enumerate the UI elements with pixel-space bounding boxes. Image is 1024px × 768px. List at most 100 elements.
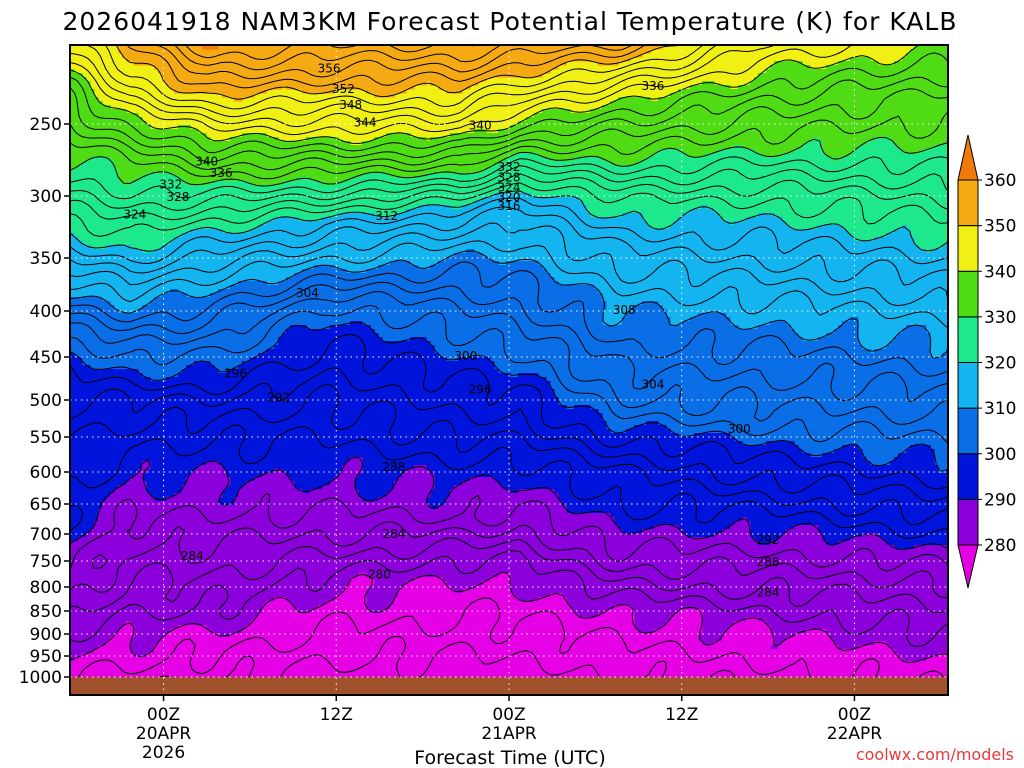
colorbar-label: 320: [984, 354, 1016, 374]
temperature-band: [70, 193, 948, 358]
isotherm-294: [70, 383, 948, 526]
contour-label: 292: [267, 390, 290, 404]
isotherm-350: [115, 45, 682, 100]
isotherm-324: [70, 173, 948, 221]
colorbar-segment: [957, 179, 979, 227]
contour-label: 348: [339, 98, 362, 112]
colorbar-label: 340: [984, 262, 1016, 282]
y-tick-label: 300: [30, 187, 62, 207]
contour-label: 340: [195, 154, 218, 168]
isotherm-352: [126, 45, 646, 89]
isotherm-306: [70, 281, 948, 403]
gridlines: [70, 45, 948, 695]
colorbar-segment: [957, 362, 979, 409]
isotherm-284: [70, 537, 948, 613]
isotherm-334: [70, 88, 948, 171]
y-tick-label: 900: [30, 625, 62, 645]
x-axis-label: Forecast Time (UTC): [414, 747, 605, 768]
y-tick-label: 450: [30, 348, 62, 368]
y-tick-label: 800: [30, 578, 62, 598]
y-tick-label: 850: [30, 602, 62, 622]
isotherm-302: [70, 304, 948, 444]
isotherm-278: [75, 597, 946, 682]
contour-label: 308: [613, 303, 636, 317]
isotherm-320: [70, 190, 948, 252]
contour-label: 316: [498, 199, 521, 213]
ground-band: [70, 677, 948, 695]
colorbar-high-arrow: [957, 134, 979, 181]
temperature-band: [70, 137, 948, 254]
isotherm-310: [70, 250, 948, 359]
footer-credit: coolwx.com/models: [856, 745, 1014, 764]
colorbar-segment: [957, 498, 979, 546]
contour-label: 324: [498, 180, 521, 194]
isotherm-282: [70, 550, 948, 648]
x-tick-label: 21APR: [481, 724, 537, 744]
isotherm-286: [70, 521, 948, 598]
contour-label: 352: [332, 82, 355, 96]
contour-label: 336: [210, 166, 233, 180]
colorbar-segment: [957, 270, 979, 318]
contour-label: 356: [318, 62, 341, 76]
colorbar-label: 310: [984, 399, 1016, 419]
colorbar-low-arrow: [957, 544, 979, 589]
y-tick-label: 550: [30, 428, 62, 448]
isotherm-344: [70, 45, 776, 128]
x-tick-label: 2026: [142, 743, 185, 763]
contour-label: 296: [469, 383, 492, 397]
temperature-band: [70, 45, 948, 186]
contour-label: 300: [454, 349, 477, 363]
contour-label: 280: [368, 568, 391, 582]
isotherm-338: [70, 52, 948, 154]
contour-label: 320: [498, 190, 521, 204]
contour-label: 296: [224, 366, 247, 380]
contour-label: 340: [469, 118, 492, 132]
y-tick-label: 400: [30, 302, 62, 322]
contour-label: 336: [641, 79, 664, 93]
x-tick-label: 00Z: [838, 705, 871, 725]
isotherm-328: [70, 156, 948, 200]
contour-label: 304: [296, 286, 319, 300]
isotherm-296: [70, 367, 948, 502]
y-tick-label: 750: [30, 552, 62, 572]
contour-label: 284: [181, 549, 204, 563]
isotherm-314: [70, 222, 948, 307]
contour-label: 332: [159, 177, 182, 191]
colorbar-segment: [957, 407, 979, 455]
temperature-band: [70, 321, 948, 550]
y-tick-label: 350: [30, 249, 62, 269]
x-tick-label: 20APR: [136, 724, 192, 744]
colorbar-label: 280: [984, 536, 1016, 556]
isotherm-290: [70, 457, 948, 550]
y-tick-label: 950: [30, 647, 62, 667]
contour-label: 312: [375, 209, 398, 223]
contour-label: 288: [382, 460, 405, 474]
contour-label: 284: [757, 585, 780, 599]
x-tick-label: 22APR: [827, 724, 883, 744]
contour-label: 304: [641, 378, 664, 392]
y-tick-label: 700: [30, 525, 62, 545]
isotherm-336: [70, 76, 948, 163]
isotherm-326: [70, 165, 948, 211]
contour-label: 328: [166, 190, 189, 204]
isotherm-280: [70, 571, 948, 664]
isotherm-342: [70, 45, 852, 136]
colorbar-segment: [957, 225, 979, 272]
contour-label: 328: [498, 170, 521, 184]
colorbar-segment: [957, 316, 979, 363]
x-tick-label: 12Z: [665, 705, 698, 725]
x-tick-label: 00Z: [147, 705, 180, 725]
contour-label: 344: [354, 115, 377, 129]
y-axis: 250 300 350 400 450 500 550 600 650 700 750 800 850 9…: [19, 115, 70, 688]
colorbar-label: 300: [984, 445, 1016, 465]
contour-label: 332: [498, 160, 521, 174]
y-tick-label: 600: [30, 463, 62, 483]
isotherm-312: [70, 240, 948, 328]
isotherm-318: [70, 197, 948, 265]
colorbar-label: 350: [984, 217, 1016, 237]
temperature-band: [70, 457, 948, 662]
temperature-band: [202, 45, 219, 50]
